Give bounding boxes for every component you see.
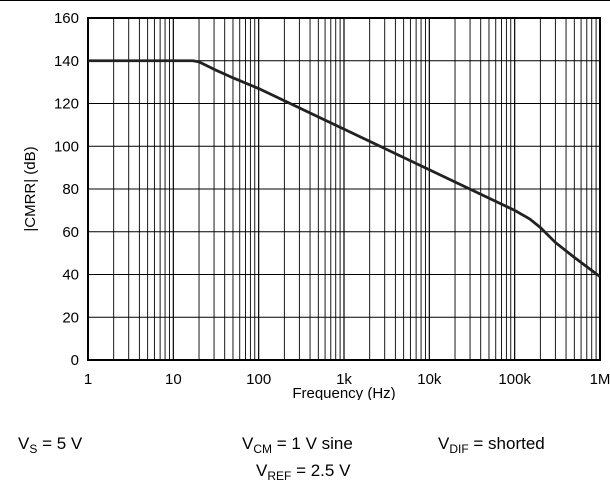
condition-vcm-rest: = 1 V sine bbox=[272, 434, 353, 453]
condition-vs: VS = 5 V bbox=[18, 434, 83, 456]
condition-vdif-rest: = shorted bbox=[468, 434, 545, 453]
x-tick-label: 10 bbox=[165, 371, 182, 388]
y-tick-label: 100 bbox=[54, 138, 79, 155]
y-tick-label: 20 bbox=[62, 309, 79, 326]
x-tick-label: 1 bbox=[84, 371, 92, 388]
condition-vs-sub: S bbox=[29, 442, 38, 456]
condition-vs-rest: = 5 V bbox=[37, 434, 83, 453]
condition-vdif-sub: DIF bbox=[449, 442, 469, 456]
y-tick-label: 80 bbox=[62, 181, 79, 198]
condition-vref-main: V bbox=[256, 461, 268, 480]
y-axis-title: |CMRR| (dB) bbox=[22, 146, 39, 231]
cmrr-chart: 0 20 40 60 80 100 120 140 160 1 10 100 1k 10k 100k 1M Fr… bbox=[22, 10, 610, 400]
y-tick-label: 140 bbox=[54, 53, 79, 70]
x-tick-label: 1k bbox=[336, 371, 352, 388]
condition-vdif-main: V bbox=[438, 434, 450, 453]
condition-vcm-sub: CM bbox=[253, 442, 273, 456]
x-tick-label: 100k bbox=[498, 371, 531, 388]
y-tick-label: 120 bbox=[54, 96, 79, 113]
condition-vs-main: V bbox=[18, 434, 30, 453]
condition-vref: VREF = 2.5 V bbox=[256, 461, 351, 483]
x-tick-label: 1M bbox=[590, 371, 610, 388]
condition-vcm: VCM = 1 V sine bbox=[242, 434, 353, 456]
condition-vref-sub: REF bbox=[267, 469, 292, 483]
x-tick-label: 10k bbox=[417, 371, 442, 388]
plot-frame bbox=[87, 17, 601, 361]
condition-vref-rest: = 2.5 V bbox=[291, 461, 351, 480]
top-rule bbox=[0, 0, 610, 1]
condition-vdif: VDIF = shorted bbox=[438, 434, 545, 456]
y-tick-label: 40 bbox=[62, 267, 79, 284]
x-axis-title: Frequency (Hz) bbox=[292, 385, 395, 400]
y-tick-label: 60 bbox=[62, 224, 79, 241]
condition-vcm-main: V bbox=[242, 434, 254, 453]
cmrr-curve bbox=[88, 59, 601, 278]
x-tick-label: 100 bbox=[246, 371, 271, 388]
y-tick-label: 160 bbox=[54, 10, 79, 27]
y-tick-label: 0 bbox=[71, 352, 79, 369]
